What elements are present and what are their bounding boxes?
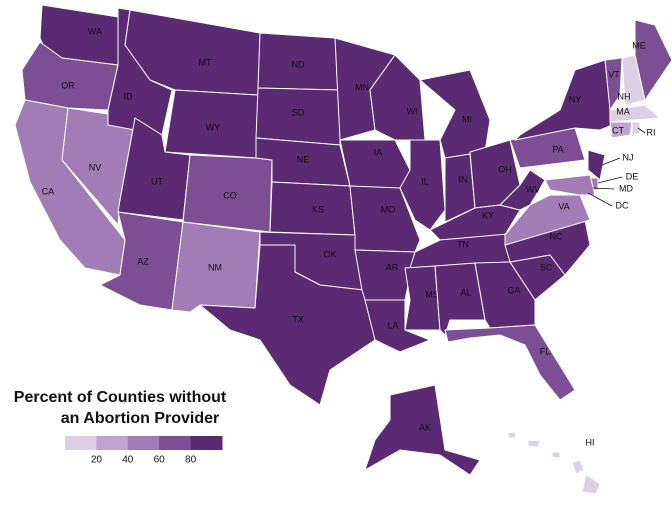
state-label: AL [460,287,471,297]
state-label: MO [381,204,396,214]
leader-line [587,192,613,207]
state-label: ND [292,59,305,69]
state-label: NV [89,162,102,172]
state [551,451,561,459]
legend-swatch [159,436,192,450]
legend-swatch [127,436,160,450]
legend: 20 40 60 80 [65,436,223,466]
legend-tick-label: 20 [91,455,103,466]
state-label: AZ [137,256,149,266]
state [604,57,623,111]
state [631,121,641,136]
state-label: SD [292,107,305,117]
states: WA OR CA NV ID MT WY UT CO AZ NM ND SD NE KS OK TX MN IA MO… [14,4,672,495]
leader-line [592,187,615,190]
state-label: DC [616,200,629,210]
state-label: OK [323,249,336,259]
state-label: WV [526,184,541,194]
state-label: OR [61,80,75,90]
state [609,121,633,139]
state-label: ID [124,91,134,101]
state-label: LA [387,320,398,330]
state-label: KS [312,204,324,214]
state-label: CA [42,186,55,196]
leader-line [637,127,646,134]
state-label: IA [374,147,383,157]
state [507,431,517,439]
state-label: TX [292,314,304,324]
state [587,149,606,181]
state-label: NY [569,94,582,104]
state [364,384,481,476]
state-label: MA [616,106,630,116]
state-label: HI [586,437,595,447]
state [364,299,431,353]
state-label: IN [459,174,468,184]
state-label: DE [626,171,639,181]
state [634,19,672,101]
state-label: AR [386,262,399,272]
state-label: NM [208,262,222,272]
state-label: RI [647,127,656,137]
leader-line [597,176,623,184]
state-label: KY [482,210,494,220]
state [404,265,441,331]
legend-swatch [190,436,223,450]
state-label: VT [608,69,620,79]
legend-title: an Abortion Provider [61,410,220,427]
state [399,139,446,231]
state-label: MT [199,57,212,67]
state [527,439,541,448]
state-label: WA [88,26,102,36]
state-label: NJ [623,152,634,162]
state-label: WI [407,106,418,116]
state-label: TN [457,239,469,249]
state-label: SC [540,262,553,272]
state-label: OH [498,164,512,174]
legend-tick-label: 40 [122,455,134,466]
state-label: ME [632,40,646,50]
state-label: WY [206,122,221,132]
state-label: CO [223,190,237,200]
state-label: AK [419,422,431,432]
legend-tick-label: 60 [154,455,166,466]
legend-tick-label: 80 [185,455,197,466]
state-label: IL [421,176,429,186]
state-label: MS [425,289,439,299]
legend-title: Percent of Counties without [14,389,227,406]
state-label: GA [507,285,520,295]
state-label: NH [618,91,631,101]
state [444,324,576,401]
state [514,59,613,141]
legend-swatch [96,436,129,450]
state-label: VA [558,201,569,211]
state [571,459,585,475]
state [199,244,376,406]
state-label: FL [540,346,551,356]
state-label: MI [462,114,472,124]
state-label: PA [552,144,563,154]
state-label: NE [297,154,310,164]
legend-swatch [65,436,97,450]
state-label: UT [151,176,163,186]
state [581,473,601,495]
state [609,104,661,123]
state-label: MD [619,183,633,193]
state-label: MN [355,82,369,92]
state-label: CT [612,125,624,135]
state [21,41,119,111]
state [544,174,596,196]
state-label: NC [550,231,563,241]
leader-line [601,157,621,166]
